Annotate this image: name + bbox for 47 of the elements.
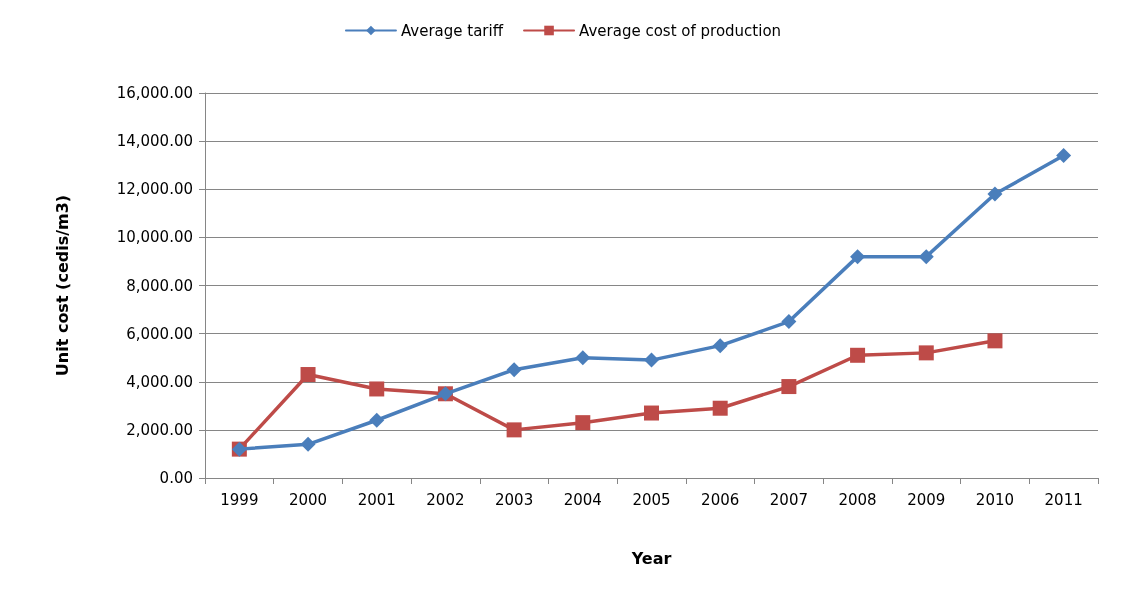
legend-label: Average tariff (400, 21, 504, 40)
point (1056, 148, 1072, 164)
y-tick-label: 8,000.00 (126, 276, 193, 295)
point (300, 367, 316, 383)
x-tick-label: 2010 (975, 490, 1015, 509)
point (918, 345, 934, 361)
point (644, 405, 659, 421)
x-tick-label: 1999 (220, 490, 259, 509)
point (369, 381, 385, 397)
y-tick-label: 16,000.00 (116, 84, 193, 102)
point (987, 186, 1003, 202)
point (575, 415, 591, 431)
point (712, 338, 728, 354)
x-axis-title: Year (630, 548, 672, 568)
x-tick-label: 2003 (495, 490, 534, 509)
x-tick-label: 2000 (288, 490, 328, 509)
point (987, 333, 1003, 349)
point (506, 362, 522, 378)
x-tick-label: 2008 (838, 490, 877, 509)
point (850, 347, 866, 363)
point (575, 350, 591, 366)
y-tick-label: 4,000.00 (126, 372, 193, 391)
x-tick-label: 2007 (769, 490, 808, 509)
point (850, 249, 866, 265)
point (712, 400, 728, 416)
y-tick-label: 12,000.00 (116, 180, 193, 199)
y-tick-label: 6,000.00 (126, 324, 193, 343)
x-tick-label: 2001 (357, 490, 396, 509)
x-tick-label: 2006 (701, 490, 740, 509)
y-tick-label: 2,000.00 (126, 420, 193, 439)
y-tick-label: 10,000.00 (116, 228, 193, 247)
y-tick-label: 0.00 (159, 469, 193, 487)
x-tick-label: 2002 (426, 490, 465, 509)
y-tick-label: 14,000.00 (116, 132, 193, 151)
x-tick-label: 2004 (563, 490, 602, 509)
point (781, 379, 797, 395)
x-tick-label: 2011 (1044, 490, 1083, 509)
point (918, 249, 934, 265)
y-axis-title: Unit cost (cedis/m3) (52, 194, 72, 377)
x-tick-label: 2005 (632, 490, 671, 509)
point (781, 314, 797, 330)
legend-label: Average cost of production (579, 21, 782, 40)
point (369, 412, 385, 428)
point (300, 436, 316, 452)
point (506, 422, 522, 438)
x-tick-label: 2009 (907, 490, 946, 509)
point (644, 352, 659, 368)
